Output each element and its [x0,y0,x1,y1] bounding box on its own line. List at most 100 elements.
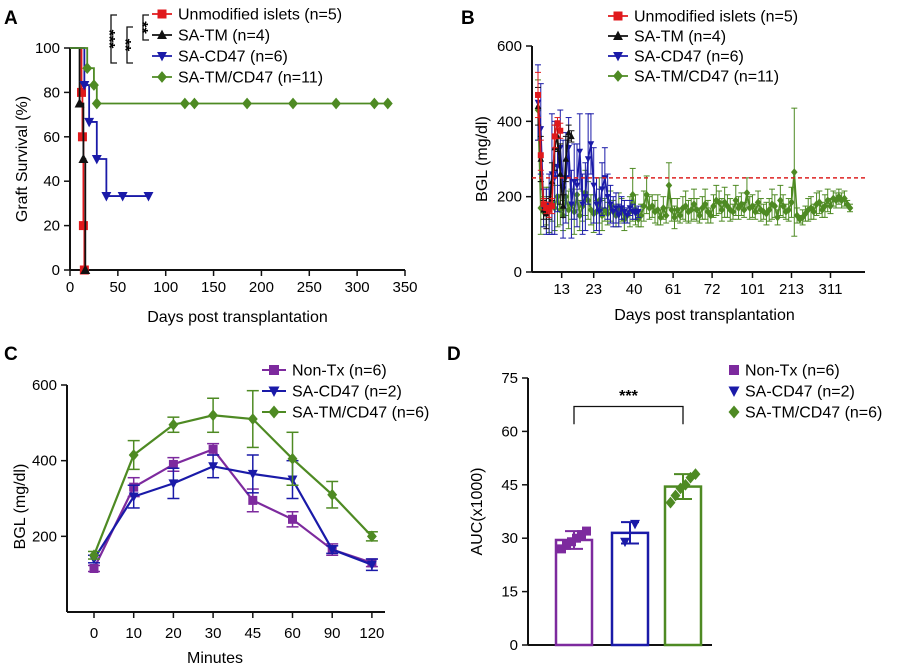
panel-b-bgl-chart: 0 200 400 600 13 23 40 61 72 101 213 311 BGL (mg/dl)… [474,9,865,324]
legend-label: Non-Tx (n=6) [292,363,387,380]
auc-point [620,537,630,548]
gtt-point [366,530,377,543]
gtt-line [93,465,373,566]
legend-marker [157,71,167,83]
bgl-point [565,205,572,214]
bgl-point [816,198,823,207]
bgl-point [579,201,586,208]
bgl-point [802,209,809,218]
bgl-point [754,198,762,207]
gtt-point [287,452,298,465]
x-tick-label: 150 [201,279,226,296]
bgl-point [790,168,798,177]
survival-point [79,81,90,91]
x-tick-label: 213 [779,281,804,298]
bgl-point [710,202,717,210]
bgl-point [565,129,572,136]
bgl-point [832,196,840,205]
x-tick-label: 60 [284,625,301,642]
bgl-point [593,201,600,208]
bgl-point [671,213,678,222]
y-tick-label: 75 [501,370,518,387]
bgl-point [651,207,659,216]
bgl-point [751,207,759,216]
bgl-point [793,211,801,220]
y-tick-label: 30 [501,530,518,547]
bgl-point [648,202,656,210]
gtt-point [208,409,219,422]
bgl-point [637,211,645,220]
survival-point [91,97,102,110]
legend-label: SA-TM (n=4) [178,28,270,45]
gtt-point [327,545,338,555]
censored-point [143,192,154,202]
x-tick-label: 100 [153,279,178,296]
y-tick-label: 0 [510,637,518,654]
legend-marker [157,9,167,19]
bgl-point [584,156,592,163]
legend-marker [268,405,280,419]
bgl-point [673,205,681,214]
bgl-point [827,202,834,210]
bgl-point [587,141,595,148]
y-tick-label: 80 [43,84,60,101]
gtt-point [89,549,99,562]
auc-point [665,496,676,509]
x-tick-label: 20 [165,625,182,642]
auc-point [582,526,591,536]
x-tick-label: 13 [553,281,570,298]
bgl-point [749,202,756,210]
bgl-point [568,132,575,140]
y-tick-label: 100 [35,40,60,57]
bgl-point [660,204,667,212]
y-tick-label: 40 [43,173,60,190]
gtt-point [89,563,99,573]
legend-label: Unmodified islets (n=5) [634,9,798,26]
y-tick-label: 15 [501,584,518,601]
y-tick-label: 600 [497,38,522,55]
legend-marker [613,70,623,82]
significance-bracket [110,14,117,64]
legend-marker [613,11,623,21]
x-tick-label: 0 [66,279,74,296]
bgl-point [576,211,584,220]
censored-point [288,97,298,110]
panel-c-ipgtt-chart: 200 400 600 0 10 20 30 45 60 90 120 BGL (mg/dl) Minu… [12,363,429,667]
survival-point [88,79,99,91]
bgl-point [668,205,676,214]
survival-point [77,132,87,142]
legend-label: SA-TM/CD47 (n=6) [292,405,429,422]
censored-point [369,97,380,110]
bgl-point [621,209,628,216]
y-tick-label: 0 [514,264,522,281]
legend-label: Unmodified islets (n=5) [178,7,342,24]
significance-bracket [142,14,149,41]
bgl-point [718,205,726,214]
x-tick-label: 120 [359,625,384,642]
legend-label: SA-CD47 (n=2) [292,384,402,401]
bgl-point [634,209,642,216]
bgl-point [774,213,781,222]
x-tick-label: 40 [626,281,643,298]
censored-point [179,97,190,110]
x-tick-label: 50 [110,279,127,296]
bgl-point [715,198,723,207]
gtt-point [327,488,338,501]
gtt-point [247,413,258,425]
x-tick-label: 61 [665,281,682,298]
bgl-point [687,205,695,214]
auc-point [630,519,640,530]
y-tick-label: 20 [43,218,60,235]
significance-label: *** [100,30,117,49]
gtt-point [208,462,219,472]
gtt-point [168,459,178,469]
x-tick-label: 45 [244,625,261,642]
legend-marker [613,51,623,62]
x-tick-label: 350 [392,279,417,296]
bgl-point [696,211,703,220]
censored-point [189,97,200,110]
survival-point [80,264,91,275]
auc-point [690,468,701,480]
survival-point [84,117,95,128]
